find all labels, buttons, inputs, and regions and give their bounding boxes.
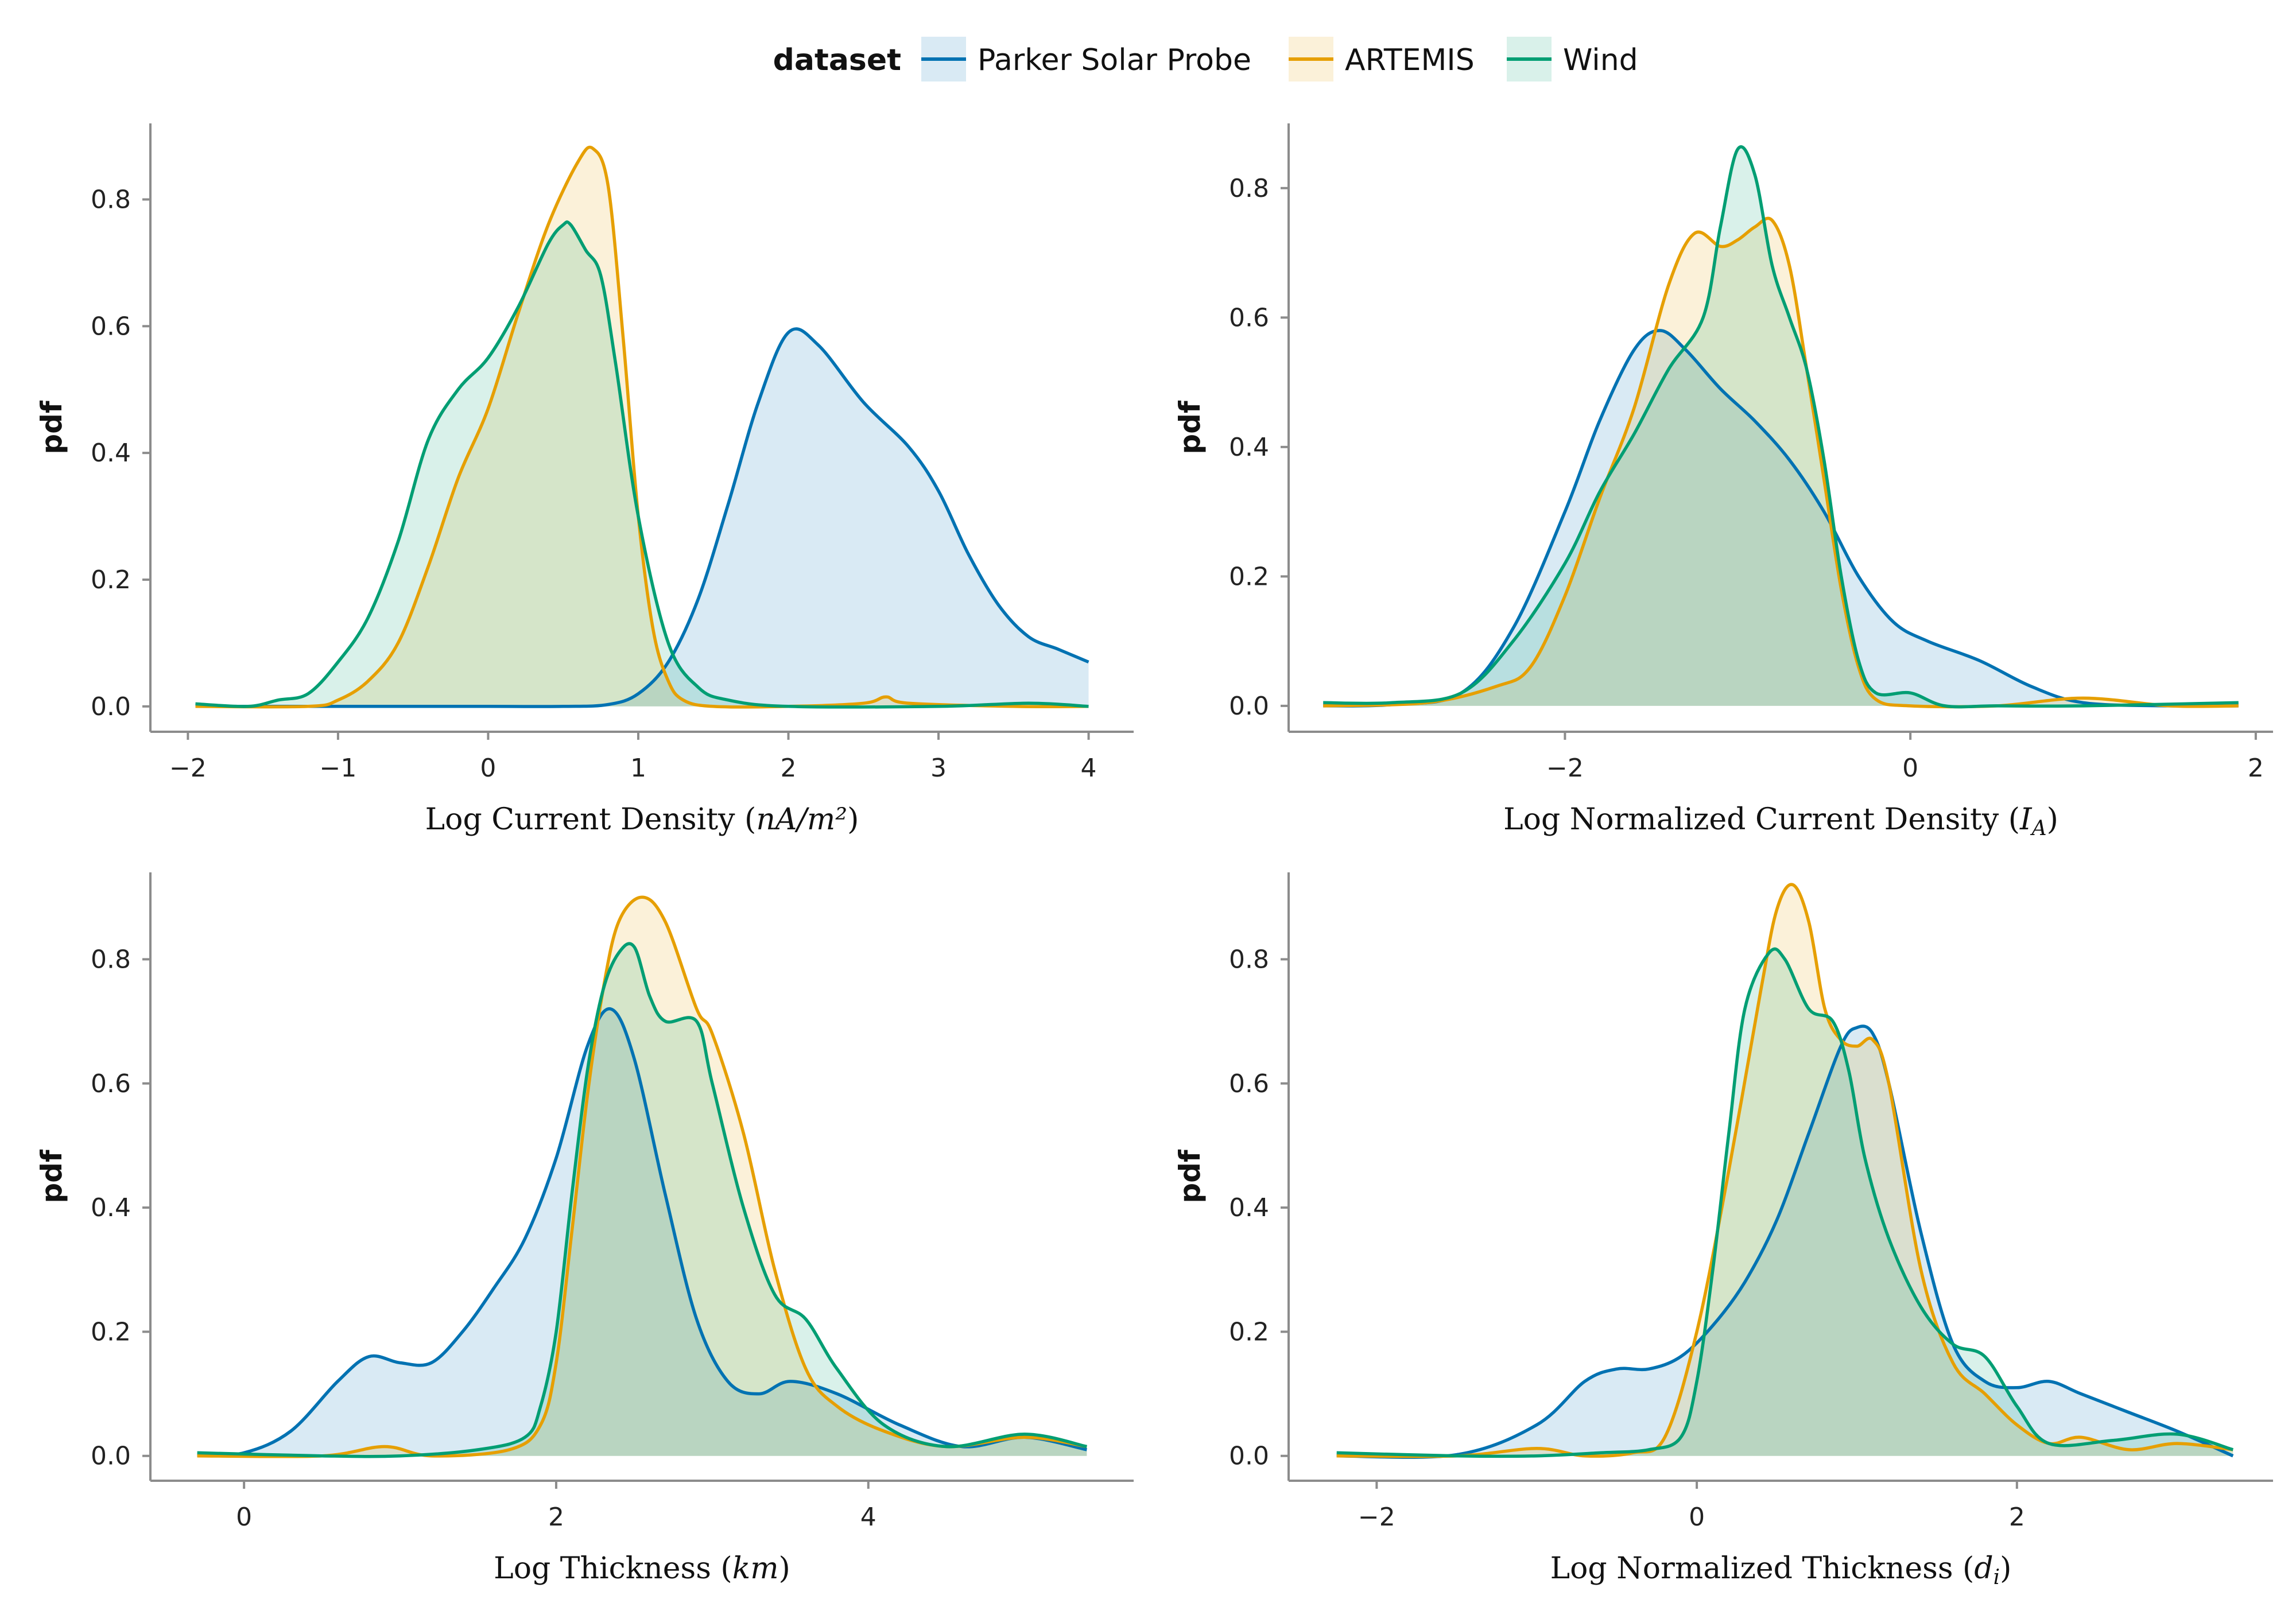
x-tick-label: 0 [1689, 1503, 1705, 1532]
legend-entry-artemis: ARTEMIS [1289, 37, 1475, 81]
y-tick-label: 0.8 [1229, 174, 1269, 203]
density-area-parker-solar-probe [1323, 330, 2239, 707]
x-tick-label: −2 [1358, 1503, 1395, 1532]
x-tick-label: 2 [548, 1503, 564, 1532]
density-area-parker-solar-probe [1336, 1026, 2233, 1458]
y-tick-label: 0.0 [91, 692, 131, 721]
y-tick-label: 0.0 [1229, 692, 1269, 721]
panel-1: 0.0 0.2 0.4 0.6 0.8 −2 −1 0 1 2 3 4 Log Current Dens… [35, 123, 1134, 837]
y-tick-label: 0.2 [1229, 562, 1269, 591]
lines [1323, 145, 2239, 709]
lines [1336, 883, 2234, 1459]
y-tick-label: 0.2 [91, 565, 131, 595]
legend-entry-parker-solar-probe: Parker Solar Probe [921, 37, 1251, 81]
density-area-parker-solar-probe [197, 1008, 1087, 1456]
y-axis-label: pdf [35, 400, 68, 455]
legend-entry-wind: Wind [1507, 37, 1638, 81]
density-area-wind [1323, 146, 2239, 707]
legend: dataset Parker Solar Probe ARTEMIS Wind [773, 37, 1638, 81]
y-tick-label: 0.6 [1229, 1069, 1269, 1098]
x-tick-label: 0 [480, 754, 496, 783]
y-tick-label: 0.0 [1229, 1442, 1269, 1471]
panel-3: 0.0 0.2 0.4 0.6 0.8 0 2 4 Log Thickness (km) pdf [35, 872, 1134, 1586]
density-line-wind [195, 220, 1089, 709]
x-tick-label: 1 [630, 754, 646, 783]
density-area-wind [197, 944, 1087, 1457]
y-tick-label: 0.2 [1229, 1317, 1269, 1346]
density-area-artemis [1336, 884, 2233, 1457]
y-tick-label: 0.4 [1229, 433, 1269, 462]
x-tick-label: 0 [1902, 754, 1918, 783]
y-axis-label: pdf [35, 1149, 68, 1204]
legend-title: dataset [773, 43, 901, 77]
x-axis-label: Log Normalized Thickness (di) [1550, 1551, 2012, 1589]
areas [1323, 146, 2239, 707]
y-tick-label: 0.0 [91, 1442, 131, 1471]
density-line-wind [1323, 145, 2239, 709]
y-tick-label: 0.6 [91, 1069, 131, 1098]
density-line-parker-solar-probe [1336, 1024, 2234, 1459]
lines [195, 145, 1089, 709]
areas [197, 897, 1087, 1457]
x-tick-label: −1 [319, 754, 356, 783]
x-tick-label: 2 [2009, 1503, 2025, 1532]
x-tick-label: −2 [1546, 754, 1584, 783]
areas [195, 147, 1089, 707]
density-line-parker-solar-probe [1323, 329, 2239, 708]
y-tick-label: 0.8 [91, 945, 131, 974]
density-area-artemis [197, 897, 1087, 1457]
legend-label-artemis: ARTEMIS [1345, 43, 1475, 77]
x-axis-label: Log Current Density (nA/m²) [425, 802, 859, 837]
density-line-artemis [1323, 216, 2239, 709]
density-area-parker-solar-probe [195, 328, 1089, 707]
density-area-artemis [1323, 218, 2239, 707]
y-tick-label: 0.6 [1229, 303, 1269, 332]
x-tick-label: 2 [2248, 754, 2264, 783]
x-axis-label: Log Normalized Current Density (IA) [1503, 802, 2058, 840]
legend-label-parker-solar-probe: Parker Solar Probe [978, 43, 1251, 77]
y-axis-label: pdf [1173, 400, 1207, 455]
density-line-parker-solar-probe [195, 327, 1089, 708]
x-tick-label: 4 [1081, 754, 1097, 783]
density-line-wind [1336, 947, 2234, 1458]
density-line-wind [197, 942, 1087, 1458]
x-axis-label: Log Thickness (km) [494, 1551, 790, 1586]
x-tick-label: 0 [236, 1503, 252, 1532]
y-tick-label: 0.4 [1229, 1193, 1269, 1222]
y-tick-label: 0.8 [91, 185, 131, 215]
x-tick-label: −2 [169, 754, 207, 783]
density-area-wind [195, 222, 1089, 707]
density-line-artemis [197, 895, 1087, 1458]
x-tick-label: 3 [930, 754, 947, 783]
y-tick-label: 0.4 [91, 1193, 131, 1222]
lines [197, 895, 1087, 1458]
y-tick-label: 0.4 [91, 438, 131, 468]
panels: 0.0 0.2 0.4 0.6 0.8 −2 −1 0 1 2 3 4 Log Current Dens… [35, 123, 2273, 1589]
x-tick-label: 2 [780, 754, 796, 783]
y-tick-label: 0.8 [1229, 945, 1269, 974]
x-tick-label: 4 [860, 1503, 876, 1532]
y-axis-label: pdf [1173, 1149, 1207, 1204]
areas [1336, 884, 2233, 1458]
y-tick-label: 0.2 [91, 1317, 131, 1346]
density-line-parker-solar-probe [197, 1007, 1087, 1458]
density-area-artemis [195, 147, 1089, 707]
y-tick-label: 0.6 [91, 312, 131, 341]
panel-2: 0.0 0.2 0.4 0.6 0.8 −2 0 2 Log Normalized Curren… [1173, 123, 2273, 840]
density-line-artemis [195, 145, 1089, 709]
legend-label-wind: Wind [1563, 43, 1638, 77]
panel-4: 0.0 0.2 0.4 0.6 0.8 −2 0 2 Log Normalized Thickn… [1173, 872, 2273, 1589]
